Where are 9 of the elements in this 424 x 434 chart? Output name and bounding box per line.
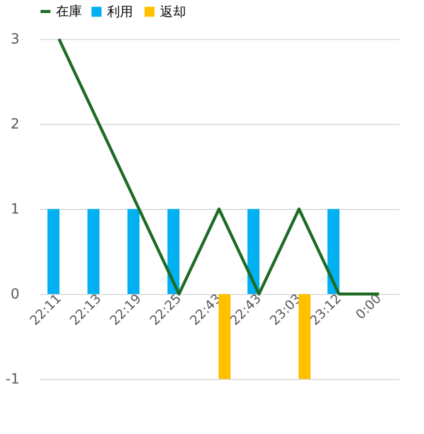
legend-label: 返却 bbox=[160, 4, 186, 20]
line-series bbox=[58, 38, 380, 296]
legend-label: 在庫 bbox=[56, 4, 82, 20]
legend-label: 利用 bbox=[107, 4, 133, 20]
y-tick-label: 3 bbox=[10, 32, 20, 48]
y-tick-label: 0 bbox=[10, 286, 20, 302]
y-tick-label: 1 bbox=[10, 202, 20, 218]
y-tick-label: -1 bbox=[6, 372, 20, 388]
y-tick-label: 2 bbox=[10, 116, 20, 132]
